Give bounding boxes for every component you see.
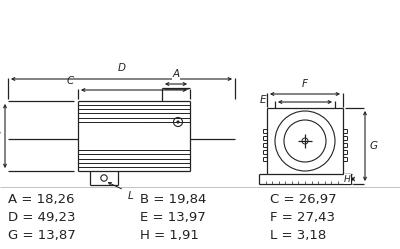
Text: C: C (67, 76, 74, 86)
Text: L: L (128, 191, 134, 201)
Text: A = 18,26: A = 18,26 (8, 192, 74, 205)
Text: B: B (0, 131, 1, 141)
Text: G = 13,87: G = 13,87 (8, 229, 76, 242)
Text: C = 26,97: C = 26,97 (270, 192, 337, 205)
Text: E = 13,97: E = 13,97 (140, 210, 206, 224)
Text: A: A (172, 69, 180, 79)
Circle shape (177, 121, 179, 123)
Text: G: G (370, 141, 378, 151)
Text: F: F (302, 79, 308, 89)
Text: D: D (118, 63, 126, 73)
Text: L = 3,18: L = 3,18 (270, 229, 326, 242)
Text: E: E (260, 95, 266, 105)
Text: D = 49,23: D = 49,23 (8, 210, 76, 224)
Text: F = 27,43: F = 27,43 (270, 210, 335, 224)
Text: H = 1,91: H = 1,91 (140, 229, 199, 242)
Text: H: H (344, 175, 351, 184)
Text: B = 19,84: B = 19,84 (140, 192, 206, 205)
